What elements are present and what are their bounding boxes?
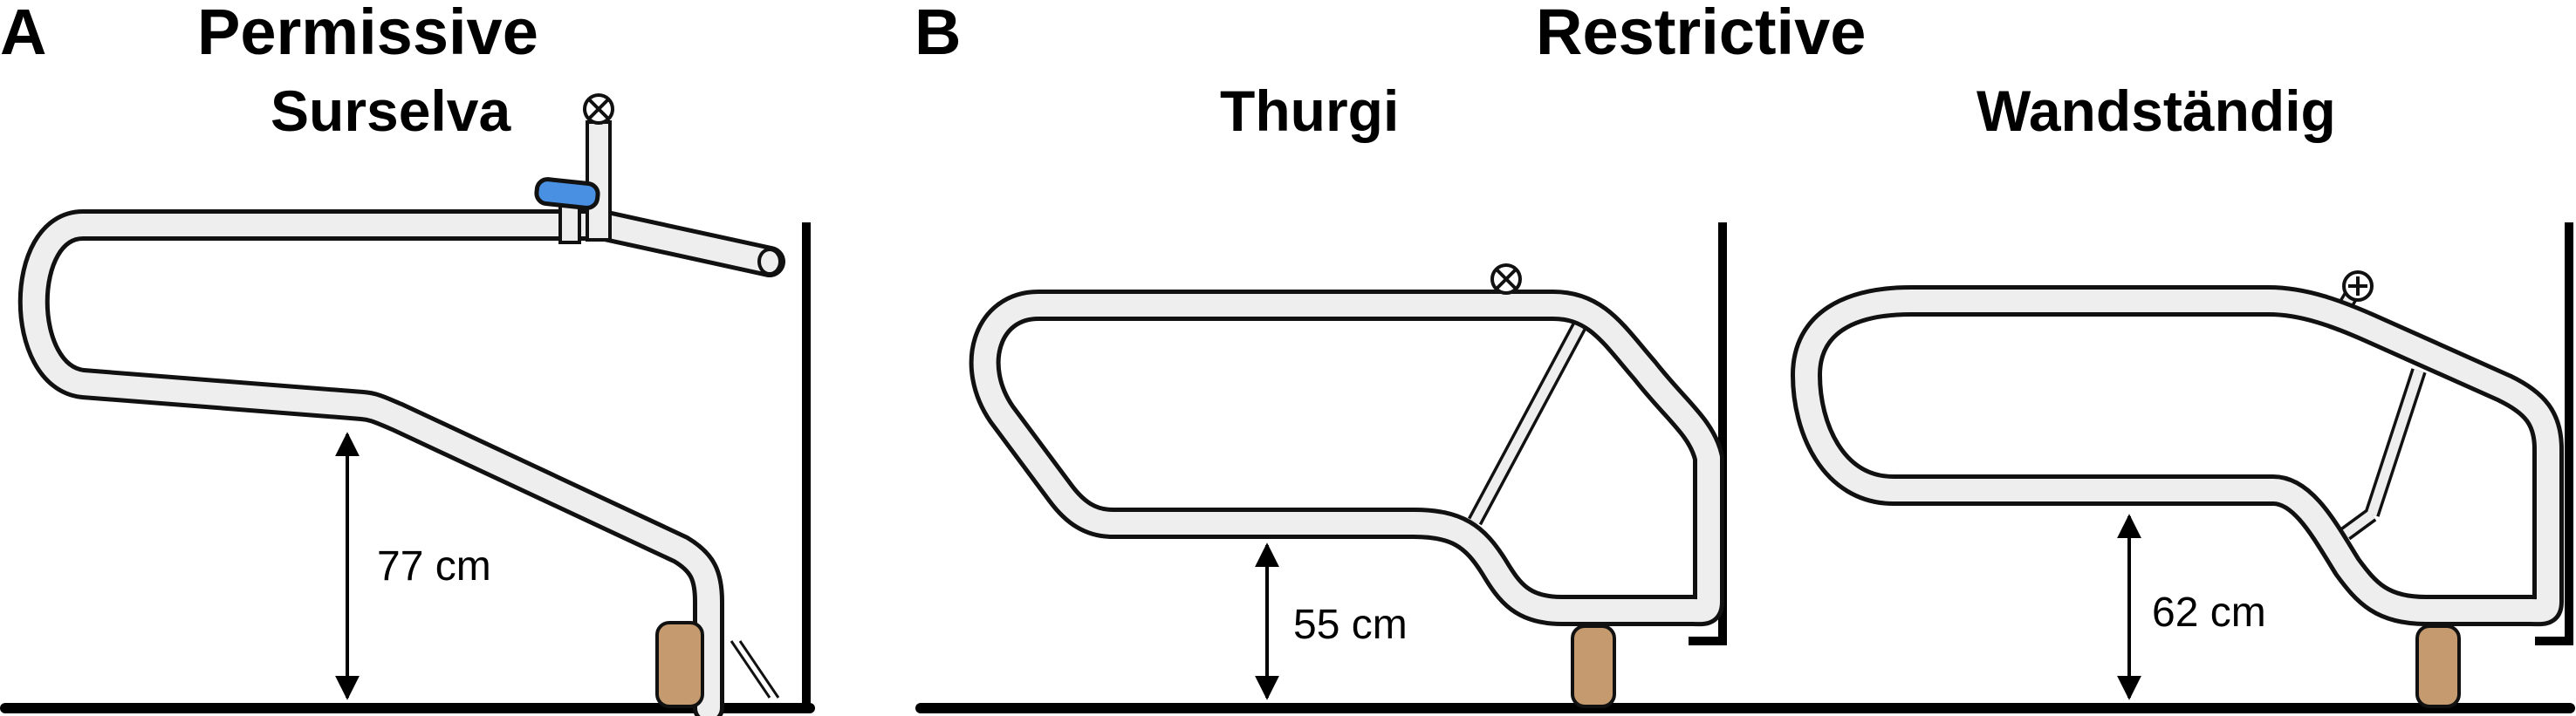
neck-rail (969, 290, 1724, 627)
valve-icon (583, 93, 614, 125)
valve-icon (1490, 263, 1522, 295)
stall-post (655, 621, 704, 708)
handle-icon (534, 177, 600, 210)
panel-a-heading: Permissive (197, 0, 538, 68)
system-name-wandstaendig: Wandständig (1977, 78, 2336, 143)
valve-icon (2342, 270, 2374, 302)
panel-a-letter: A (0, 0, 46, 68)
height-label-thurgi: 55 cm (1293, 602, 1408, 648)
panel-b-letter: B (915, 0, 961, 68)
panel-b-heading: Restrictive (1536, 0, 1866, 68)
neck-rail (1791, 285, 2564, 627)
system-name-surselva: Surselva (271, 78, 511, 143)
system-name-thurgi: Thurgi (1220, 78, 1399, 143)
system-thurgi: Thurgi 55 cm (915, 78, 1785, 713)
system-wandstaendig: Wandständig 62 cm (1764, 78, 2575, 713)
stall-post (1571, 624, 1616, 708)
stall-post (2415, 624, 2461, 708)
panel-a: A Permissive Surselva (0, 0, 815, 716)
valve-assembly (534, 93, 614, 244)
panel-b: B Restrictive Thurgi 55 cm (915, 0, 2575, 713)
height-label-wandstaendig: 62 cm (2152, 590, 2266, 636)
height-label-surselva: 77 cm (377, 543, 491, 590)
